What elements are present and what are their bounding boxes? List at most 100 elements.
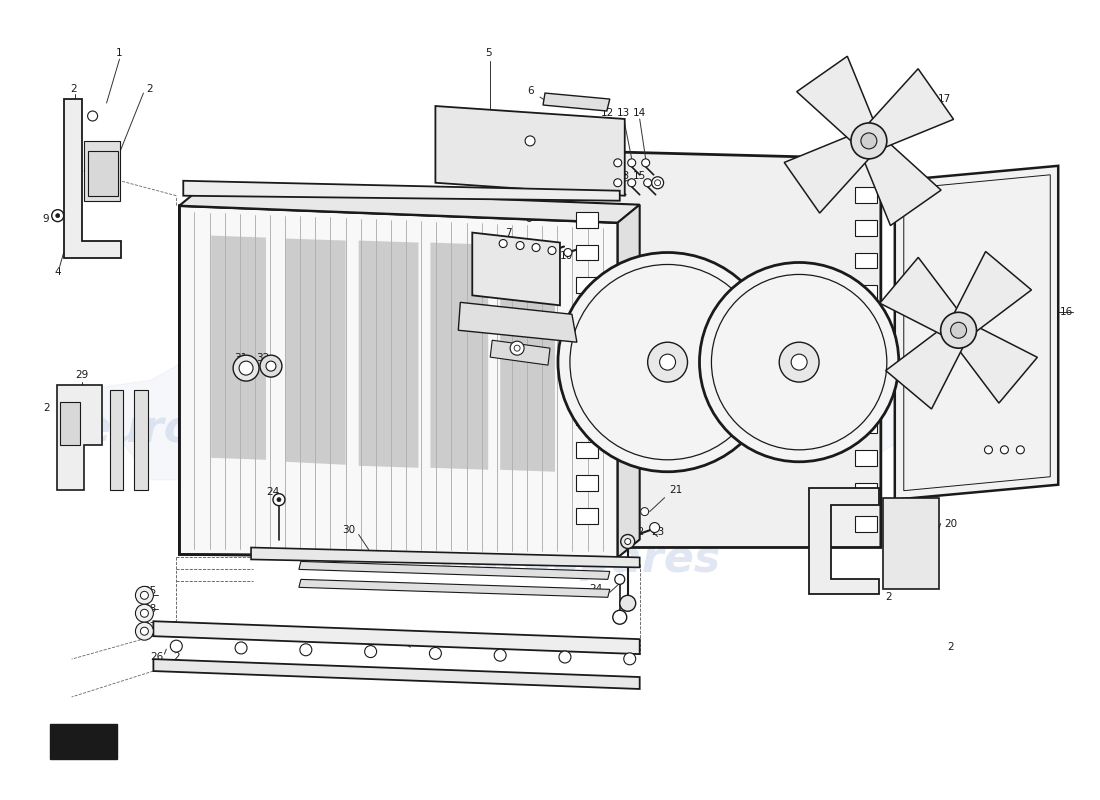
Circle shape: [141, 627, 149, 635]
Text: 32: 32: [256, 353, 270, 363]
Circle shape: [624, 653, 636, 665]
Circle shape: [615, 574, 625, 584]
Text: 25: 25: [404, 632, 417, 642]
Circle shape: [494, 650, 506, 661]
Polygon shape: [572, 151, 881, 547]
Polygon shape: [84, 141, 120, 201]
Polygon shape: [543, 93, 609, 111]
Circle shape: [564, 249, 572, 257]
Text: 24: 24: [266, 486, 279, 497]
Circle shape: [614, 159, 622, 167]
Bar: [576, 278, 597, 294]
Text: 27: 27: [143, 622, 156, 632]
Polygon shape: [861, 69, 954, 151]
Polygon shape: [251, 547, 640, 567]
Text: 2: 2: [173, 652, 179, 662]
Polygon shape: [299, 579, 609, 598]
Circle shape: [613, 610, 627, 624]
Text: 17: 17: [938, 94, 952, 104]
Circle shape: [700, 262, 899, 462]
Bar: [576, 178, 597, 194]
Circle shape: [266, 361, 276, 371]
Text: 9: 9: [43, 214, 50, 224]
Polygon shape: [491, 340, 550, 365]
Polygon shape: [57, 385, 101, 490]
Polygon shape: [184, 181, 619, 201]
Polygon shape: [810, 488, 879, 594]
Bar: [855, 450, 877, 466]
Circle shape: [52, 210, 64, 222]
Polygon shape: [500, 243, 556, 472]
Polygon shape: [134, 390, 148, 490]
Text: 22: 22: [631, 526, 645, 537]
Text: 25: 25: [143, 586, 156, 596]
Circle shape: [641, 159, 650, 167]
Circle shape: [984, 446, 992, 454]
Circle shape: [56, 214, 59, 218]
Circle shape: [625, 538, 630, 545]
Circle shape: [648, 342, 688, 382]
Circle shape: [429, 647, 441, 659]
Text: 20: 20: [944, 518, 957, 529]
Polygon shape: [299, 562, 609, 579]
Polygon shape: [859, 134, 942, 226]
Circle shape: [135, 604, 153, 622]
Bar: [855, 318, 877, 334]
Circle shape: [614, 178, 622, 186]
Circle shape: [510, 342, 524, 355]
Text: 2: 2: [56, 390, 63, 400]
Text: 28: 28: [143, 604, 156, 614]
Polygon shape: [950, 321, 1037, 403]
Text: 13: 13: [990, 438, 1003, 448]
Text: 9: 9: [544, 250, 551, 261]
Circle shape: [861, 133, 877, 149]
Text: 16: 16: [1060, 307, 1074, 318]
Circle shape: [239, 361, 253, 375]
Circle shape: [651, 177, 663, 189]
Bar: [855, 220, 877, 235]
Polygon shape: [286, 238, 345, 465]
Circle shape: [940, 312, 977, 348]
Polygon shape: [880, 258, 966, 339]
Bar: [855, 384, 877, 400]
Bar: [576, 442, 597, 458]
Text: 2: 2: [891, 502, 898, 513]
Polygon shape: [430, 242, 488, 470]
Text: 15: 15: [634, 170, 647, 181]
Text: 10: 10: [560, 250, 572, 261]
Circle shape: [619, 595, 636, 611]
Text: 14: 14: [634, 108, 647, 118]
Text: 2: 2: [146, 84, 153, 94]
Circle shape: [1016, 446, 1024, 454]
Circle shape: [260, 355, 282, 377]
Bar: [855, 482, 877, 498]
Circle shape: [233, 355, 258, 381]
Text: 6: 6: [527, 86, 534, 96]
Circle shape: [628, 178, 636, 186]
Circle shape: [273, 494, 285, 506]
Circle shape: [660, 354, 675, 370]
Polygon shape: [618, 205, 640, 558]
Bar: [855, 417, 877, 433]
Circle shape: [88, 111, 98, 121]
Text: 4: 4: [54, 267, 60, 278]
Circle shape: [525, 136, 535, 146]
Circle shape: [640, 508, 649, 515]
Text: 8: 8: [525, 214, 531, 224]
Bar: [855, 253, 877, 269]
Polygon shape: [784, 130, 876, 213]
Polygon shape: [179, 188, 640, 222]
Circle shape: [300, 644, 311, 656]
Text: 2: 2: [886, 592, 892, 602]
Circle shape: [532, 243, 540, 251]
Circle shape: [851, 123, 887, 159]
Circle shape: [650, 522, 660, 533]
Polygon shape: [153, 622, 640, 654]
Polygon shape: [883, 498, 938, 590]
Text: 11: 11: [578, 250, 591, 261]
Text: 19: 19: [974, 395, 987, 405]
Text: 9: 9: [387, 632, 394, 642]
Polygon shape: [179, 206, 618, 558]
Text: 12: 12: [602, 170, 615, 181]
Polygon shape: [472, 233, 560, 306]
